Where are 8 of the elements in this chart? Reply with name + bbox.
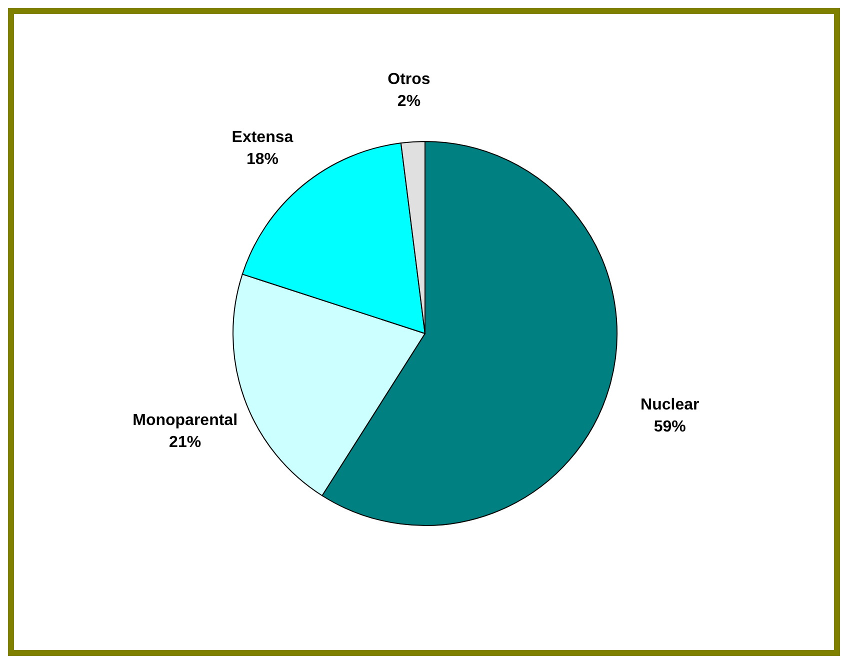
data-label: 2% — [397, 93, 421, 110]
slice-label: Otros — [388, 71, 430, 88]
slice-label: Extensa — [232, 129, 294, 146]
data-label: 59% — [654, 418, 686, 436]
slice-label: Monoparental — [132, 412, 238, 429]
data-label: 21% — [169, 434, 202, 451]
data-label: 18% — [246, 151, 278, 168]
slice-label: Nuclear — [640, 396, 700, 414]
